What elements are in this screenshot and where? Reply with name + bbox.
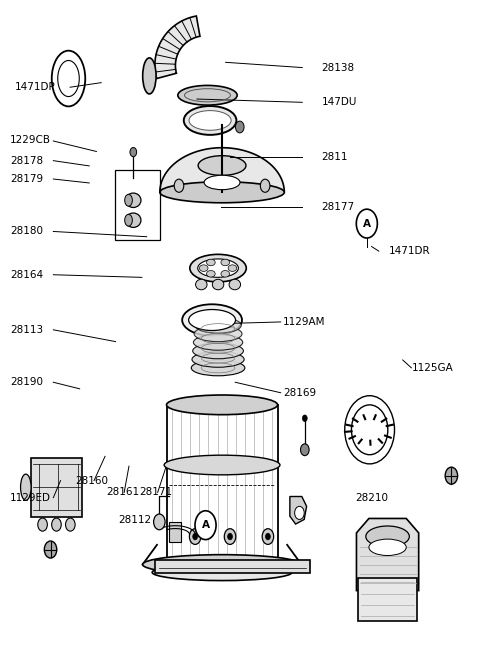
- Ellipse shape: [212, 279, 224, 290]
- Text: 1229CB: 1229CB: [10, 135, 51, 145]
- Ellipse shape: [190, 254, 246, 282]
- Ellipse shape: [204, 175, 240, 190]
- Text: 147DU: 147DU: [322, 97, 357, 107]
- Text: 28178: 28178: [10, 156, 43, 166]
- Text: 1471DP: 1471DP: [15, 82, 56, 92]
- Text: 28179: 28179: [10, 174, 43, 184]
- Ellipse shape: [143, 58, 156, 94]
- Ellipse shape: [199, 265, 208, 271]
- Ellipse shape: [228, 265, 237, 271]
- Ellipse shape: [229, 279, 240, 290]
- Text: 1129ED: 1129ED: [10, 493, 51, 503]
- Text: 1129AM: 1129AM: [283, 317, 325, 327]
- Ellipse shape: [125, 194, 132, 206]
- Circle shape: [38, 518, 48, 531]
- Circle shape: [300, 444, 309, 456]
- Circle shape: [236, 121, 244, 133]
- Ellipse shape: [152, 564, 292, 581]
- Text: 28190: 28190: [10, 377, 43, 387]
- Polygon shape: [290, 497, 307, 524]
- Circle shape: [445, 467, 457, 484]
- Circle shape: [228, 533, 232, 540]
- Polygon shape: [155, 16, 200, 79]
- Ellipse shape: [195, 279, 207, 290]
- Text: 1125GA: 1125GA: [412, 363, 454, 373]
- Ellipse shape: [198, 156, 246, 175]
- Ellipse shape: [178, 85, 237, 105]
- Bar: [31, 458, 82, 517]
- Text: 28171: 28171: [140, 487, 173, 497]
- Ellipse shape: [21, 474, 31, 501]
- Circle shape: [174, 179, 184, 193]
- Circle shape: [262, 529, 274, 545]
- Circle shape: [130, 148, 137, 156]
- Ellipse shape: [167, 395, 277, 415]
- Text: 28112: 28112: [118, 515, 151, 525]
- Ellipse shape: [125, 214, 132, 226]
- Ellipse shape: [206, 259, 215, 265]
- Bar: [169, 522, 181, 541]
- Circle shape: [190, 529, 201, 545]
- Circle shape: [302, 415, 307, 422]
- Circle shape: [154, 514, 165, 530]
- Ellipse shape: [58, 60, 79, 97]
- Ellipse shape: [189, 309, 236, 330]
- Circle shape: [195, 510, 216, 539]
- Circle shape: [260, 179, 270, 193]
- Ellipse shape: [189, 110, 231, 130]
- Circle shape: [265, 533, 270, 540]
- Text: 28164: 28164: [10, 270, 43, 280]
- Ellipse shape: [366, 526, 409, 547]
- Ellipse shape: [164, 455, 280, 475]
- Text: 28177: 28177: [322, 202, 355, 212]
- Ellipse shape: [221, 259, 229, 265]
- Text: 28169: 28169: [283, 388, 316, 397]
- Text: 28113: 28113: [10, 325, 43, 335]
- Ellipse shape: [193, 334, 243, 350]
- Bar: [115, 170, 160, 240]
- Ellipse shape: [160, 182, 284, 203]
- Ellipse shape: [192, 351, 244, 367]
- Circle shape: [44, 541, 57, 558]
- Polygon shape: [357, 518, 419, 591]
- Ellipse shape: [369, 539, 406, 556]
- Text: A: A: [202, 520, 210, 530]
- Ellipse shape: [206, 271, 215, 277]
- Ellipse shape: [184, 106, 237, 135]
- Ellipse shape: [221, 271, 229, 277]
- Ellipse shape: [195, 317, 241, 333]
- Text: 28210: 28210: [355, 493, 388, 503]
- Text: A: A: [363, 219, 371, 229]
- Ellipse shape: [126, 213, 141, 227]
- Circle shape: [52, 518, 61, 531]
- Ellipse shape: [52, 51, 85, 106]
- Ellipse shape: [198, 259, 239, 277]
- Ellipse shape: [143, 555, 301, 574]
- Circle shape: [356, 209, 377, 238]
- Bar: [359, 578, 417, 621]
- Text: 2811: 2811: [322, 152, 348, 162]
- Circle shape: [193, 533, 198, 540]
- Ellipse shape: [126, 193, 141, 208]
- Ellipse shape: [192, 343, 243, 359]
- Circle shape: [295, 507, 304, 520]
- Ellipse shape: [194, 326, 242, 342]
- Text: 28161: 28161: [106, 487, 139, 497]
- Text: 28160: 28160: [75, 476, 108, 486]
- Text: 28180: 28180: [10, 227, 43, 237]
- Bar: [155, 560, 310, 574]
- Text: 1471DR: 1471DR: [388, 246, 430, 256]
- Circle shape: [224, 529, 236, 545]
- Circle shape: [66, 518, 75, 531]
- Text: 28138: 28138: [322, 62, 355, 72]
- Ellipse shape: [191, 360, 245, 376]
- Ellipse shape: [182, 304, 242, 336]
